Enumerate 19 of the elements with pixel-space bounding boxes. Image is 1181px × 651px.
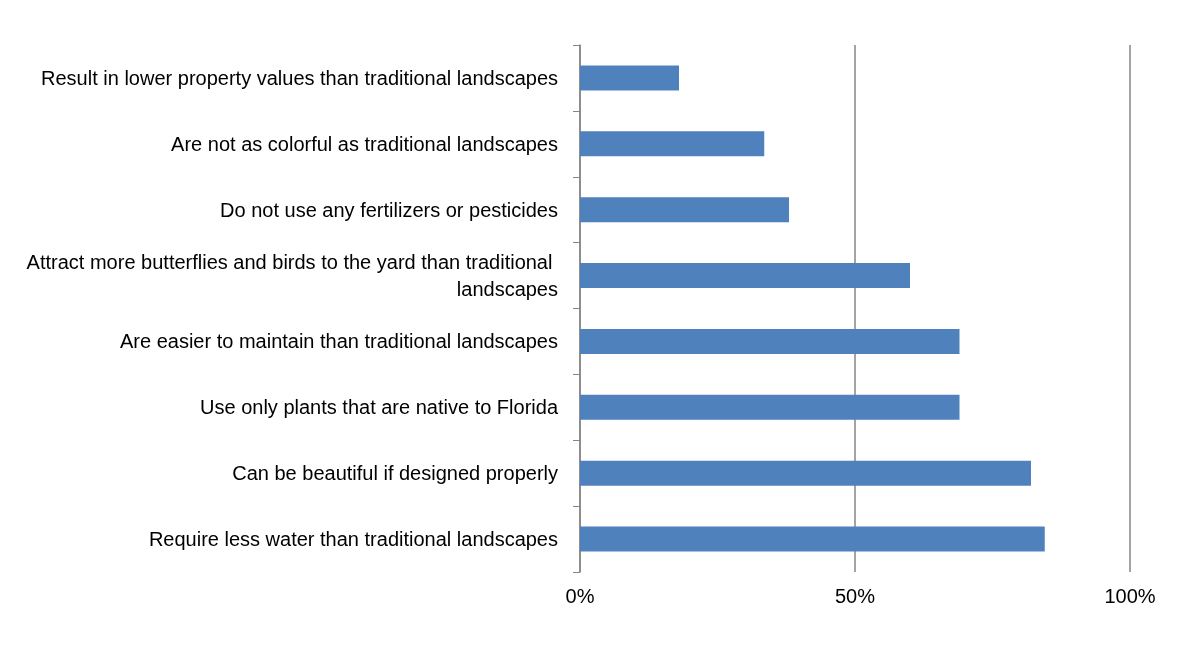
y-tick-label: Are not as colorful as traditional landscapes	[171, 132, 558, 155]
x-tick-label: 0%	[565, 585, 595, 607]
x-tick-label: 50%	[834, 585, 876, 607]
x-tick-label: 100%	[1104, 585, 1156, 607]
bar	[580, 131, 765, 157]
y-tick-label: Do not use any fertilizers or pesticides	[220, 198, 558, 221]
bar	[580, 328, 960, 354]
y-tick-label: Result in lower property values than traditional landscapes	[41, 66, 558, 89]
bar	[580, 263, 910, 289]
y-tick-label: Require less water than traditional landscapes	[148, 528, 558, 551]
bar	[580, 197, 789, 223]
bar	[580, 65, 679, 91]
y-tick-label: Can be beautiful if designed properly	[232, 462, 558, 485]
y-tick-label: Use only plants that are native to Florida	[200, 396, 559, 419]
bar	[580, 394, 960, 420]
bar	[580, 526, 1045, 552]
bar	[580, 460, 1031, 486]
y-tick-label: Are easier to maintain than traditional landscapes	[119, 330, 558, 353]
y-tick-label: Attract more butterflies and birds to the yard than traditional landscapes	[26, 251, 558, 301]
